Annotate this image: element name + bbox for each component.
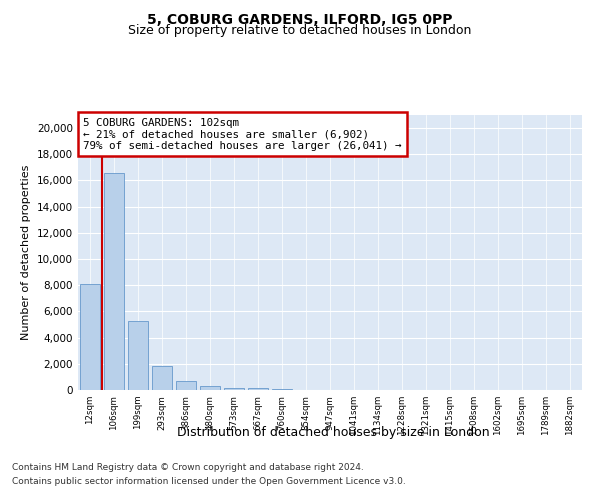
Bar	[248, 388, 268, 390]
Text: Contains public sector information licensed under the Open Government Licence v3: Contains public sector information licen…	[12, 477, 406, 486]
Bar	[272, 388, 292, 390]
Y-axis label: Number of detached properties: Number of detached properties	[22, 165, 31, 340]
Text: Distribution of detached houses by size in London: Distribution of detached houses by size …	[176, 426, 490, 439]
Text: 5 COBURG GARDENS: 102sqm
← 21% of detached houses are smaller (6,902)
79% of sem: 5 COBURG GARDENS: 102sqm ← 21% of detach…	[83, 118, 401, 151]
Bar	[176, 382, 196, 390]
Bar	[128, 320, 148, 390]
Bar	[80, 284, 100, 390]
Bar	[200, 386, 220, 390]
Bar	[224, 388, 244, 390]
Text: 5, COBURG GARDENS, ILFORD, IG5 0PP: 5, COBURG GARDENS, ILFORD, IG5 0PP	[147, 12, 453, 26]
Text: Contains HM Land Registry data © Crown copyright and database right 2024.: Contains HM Land Registry data © Crown c…	[12, 464, 364, 472]
Bar	[152, 366, 172, 390]
Text: Size of property relative to detached houses in London: Size of property relative to detached ho…	[128, 24, 472, 37]
Bar	[104, 172, 124, 390]
